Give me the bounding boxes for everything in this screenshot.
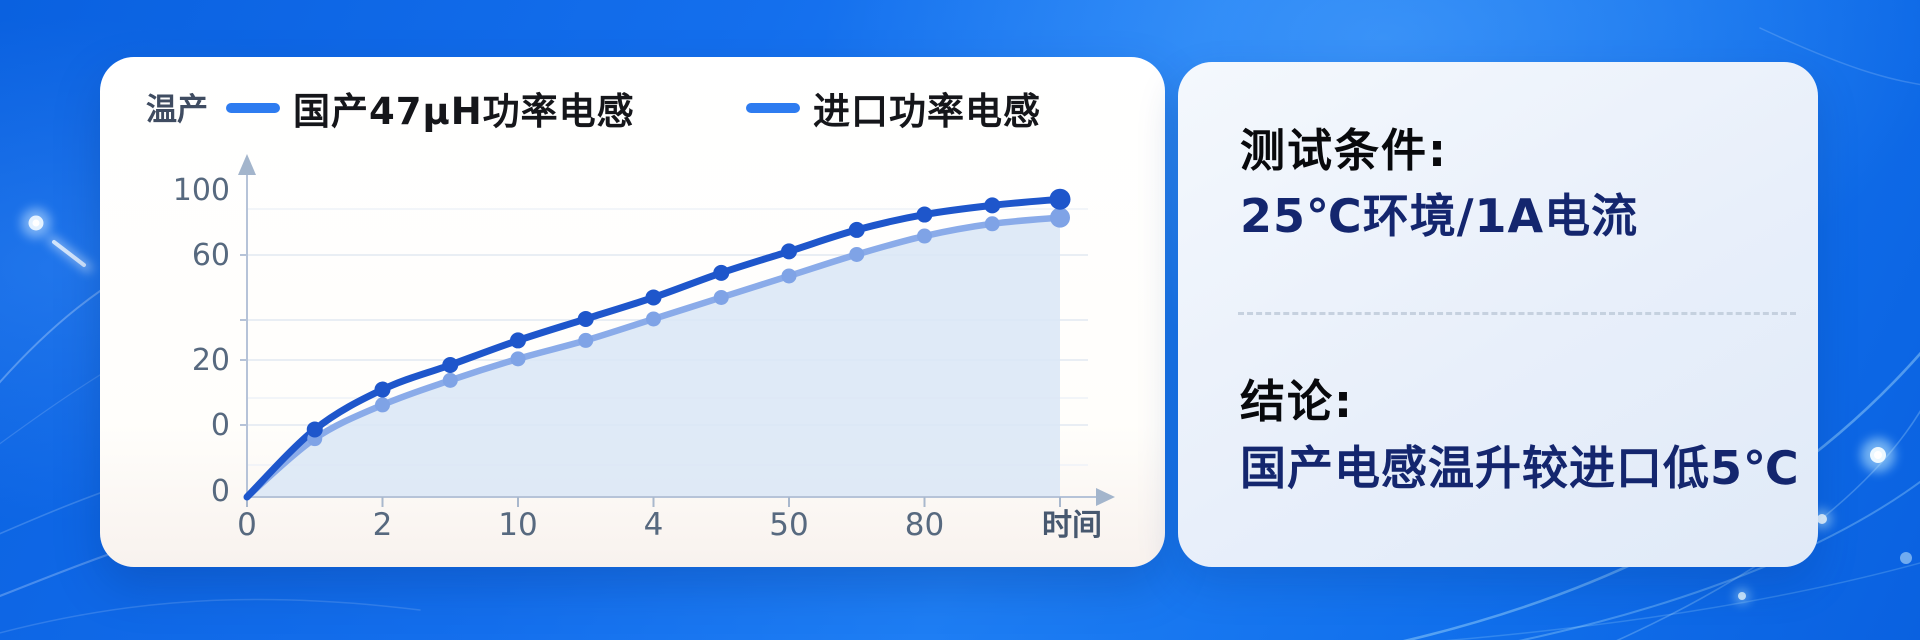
left-glow-dot	[21, 208, 51, 238]
y-tick-label: 100	[173, 173, 230, 208]
x-tick-label: 2	[373, 507, 393, 543]
legend-item-domestic: 国产47μH功率电感	[226, 81, 635, 135]
legend-label-domestic: 国产47μH功率电感	[293, 90, 635, 133]
data-point-domestic	[713, 289, 729, 305]
data-point-domestic	[849, 246, 865, 262]
y-axis-arrow	[238, 154, 256, 175]
y-tick-label: 0	[211, 408, 230, 443]
x-tick-label: 0	[237, 507, 257, 543]
y-tick-label: 60	[192, 238, 230, 273]
data-point-imported	[713, 264, 730, 281]
x-tick-label: 4	[644, 507, 664, 543]
legend-label-imported: 进口功率电感	[813, 90, 1041, 133]
x-axis-arrow	[1096, 488, 1115, 506]
data-point-imported	[306, 421, 323, 438]
data-point-imported	[577, 310, 594, 327]
data-point-domestic	[646, 311, 661, 327]
x-tick-label: 80	[905, 507, 944, 543]
data-point-domestic	[578, 332, 594, 348]
x-tick-label: 10	[498, 507, 537, 543]
y-tick-label: 0	[211, 474, 230, 509]
data-point-imported	[645, 289, 662, 306]
conclusion-value: 国产电感温升较进口低5℃	[1240, 441, 1800, 495]
data-point-imported	[374, 381, 391, 398]
data-point-imported	[984, 197, 1001, 214]
test-conditions-title: 测试条件:	[1240, 124, 1448, 177]
legend-swatch-domestic	[226, 103, 280, 113]
data-point-domestic	[984, 216, 1000, 232]
chart-card: 温产 国产47μH功率电感 进口功率电感 100 60 20 0 0 0 2 10 4 50 80 时…	[100, 57, 1165, 567]
data-point-imported	[916, 206, 933, 223]
x-tick-label: 50	[769, 507, 808, 543]
data-point-imported	[848, 221, 865, 238]
data-point-domestic	[510, 351, 526, 367]
area-fill	[247, 217, 1060, 497]
data-point-imported	[510, 332, 526, 349]
data-point-domestic	[375, 397, 390, 413]
y-axis-title: 温产	[146, 92, 208, 128]
conclusion-title: 结论:	[1240, 375, 1354, 428]
data-point-imported	[781, 243, 797, 260]
data-point-domestic	[1050, 207, 1070, 228]
right-glow-dots	[1734, 438, 1912, 604]
test-conditions-value: 25℃环境/1A电流	[1240, 189, 1639, 243]
data-point-domestic	[442, 372, 458, 388]
data-point-imported	[1049, 188, 1071, 210]
y-tick-label: 20	[192, 343, 230, 378]
legend-swatch-imported	[746, 103, 800, 113]
legend-item-imported: 进口功率电感	[746, 81, 1041, 135]
data-point-domestic	[917, 228, 932, 244]
data-point-imported	[442, 356, 459, 373]
data-point-domestic	[781, 268, 797, 284]
dashed-divider	[1238, 312, 1796, 315]
info-panel: 测试条件: 25℃环境/1A电流 结论: 国产电感温升较进口低5℃	[1178, 62, 1818, 567]
x-axis-title: 时间	[1042, 508, 1102, 543]
